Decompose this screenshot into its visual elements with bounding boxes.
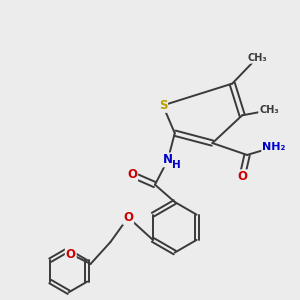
Text: O: O bbox=[66, 248, 76, 260]
Text: O: O bbox=[127, 168, 137, 181]
Text: H: H bbox=[172, 160, 181, 170]
Text: CH₃: CH₃ bbox=[247, 53, 267, 63]
Text: NH₂: NH₂ bbox=[262, 142, 286, 152]
Text: CH₃: CH₃ bbox=[259, 105, 279, 116]
Text: O: O bbox=[237, 170, 247, 183]
Text: S: S bbox=[159, 99, 167, 112]
Text: O: O bbox=[123, 211, 133, 224]
Text: N: N bbox=[163, 153, 173, 167]
